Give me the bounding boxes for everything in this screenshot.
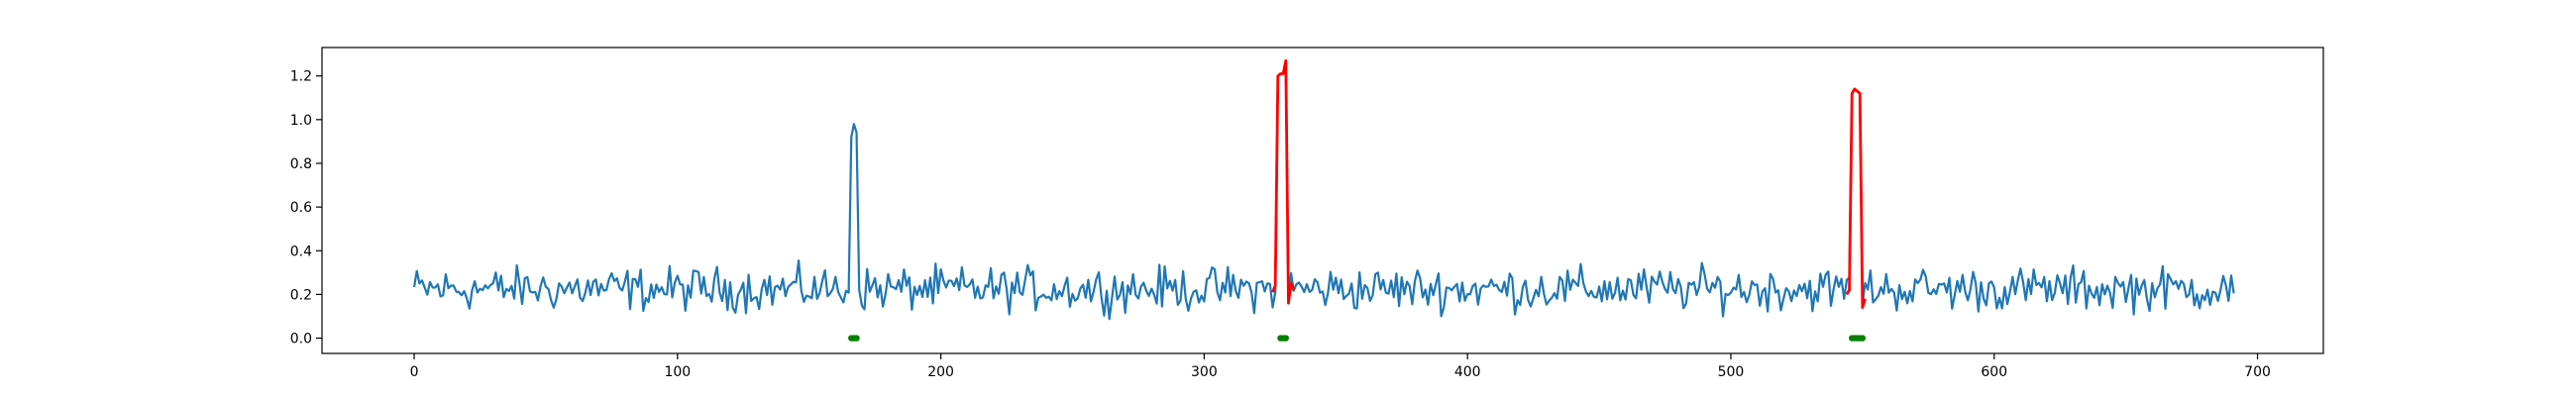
y-tick-label: 0.4 [290,244,312,259]
label-marker [1859,335,1867,342]
y-tick-label: 0.6 [290,200,312,216]
anomaly-segment-1 [1271,58,1296,305]
label-marker [853,335,860,342]
x-tick-label: 700 [2244,364,2271,380]
plot-frame [321,47,2324,354]
anomaly-segment-2 [1845,87,1867,310]
y-tick-label: 0.2 [290,287,312,303]
y-tick-label: 1.0 [290,113,312,129]
label-marker [1282,335,1289,342]
x-tick-label: 600 [1981,364,2007,380]
x-tick-label: 300 [1191,364,1218,380]
y-tick-label: 1.2 [290,69,312,85]
x-tick-label: 0 [410,364,419,380]
series-signal-line [412,59,2235,321]
x-tick-label: 200 [927,364,954,380]
x-tick-label: 100 [664,364,691,380]
x-tick-label: 500 [1718,364,1745,380]
x-tick-label: 400 [1454,364,1481,380]
y-tick-label: 0.0 [290,332,312,347]
y-tick-label: 0.8 [290,156,312,172]
